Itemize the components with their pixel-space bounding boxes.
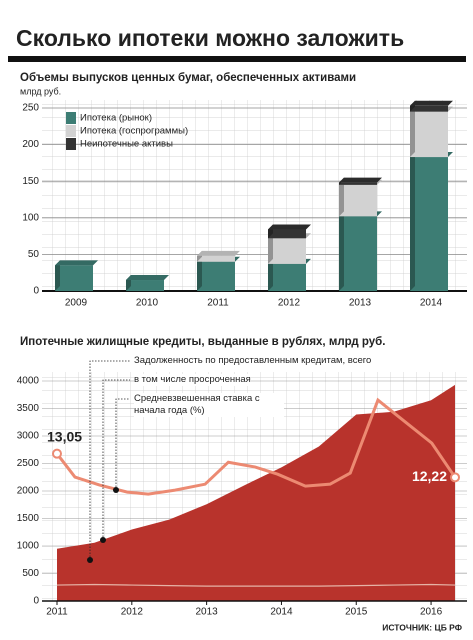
- value-label: 13,05: [47, 428, 82, 444]
- bar-side: [268, 258, 273, 291]
- x-tick-label: 2009: [65, 298, 88, 309]
- bar-front: [410, 105, 448, 112]
- bar-side: [268, 233, 273, 264]
- chart-title: Объемы выпусков ценных бумаг, обеспеченн…: [20, 72, 356, 84]
- chart-title: Ипотечные жилищные кредиты, выданные в р…: [20, 336, 385, 348]
- legend-label: Ипотека (госпрограммы): [80, 126, 188, 137]
- marker: [52, 448, 62, 459]
- legend-entry: Задолженность по предоставленным кредита…: [134, 355, 372, 367]
- leader-dot: [113, 487, 119, 493]
- bar-top: [55, 260, 98, 266]
- bar-side: [339, 211, 344, 291]
- bar-top: [410, 100, 453, 106]
- x-tick-label: 2011: [207, 298, 229, 309]
- value-label: 12,22: [412, 468, 447, 484]
- bar-segment: [410, 106, 453, 158]
- y-tick-label: 250: [22, 103, 39, 114]
- bar-side: [55, 260, 60, 291]
- bar-front: [339, 184, 377, 217]
- bar-segment: [55, 260, 98, 291]
- x-tick-label: 2011: [46, 607, 68, 618]
- leader-line: [102, 379, 130, 540]
- legend-swatch: [66, 138, 76, 150]
- bar-side: [410, 106, 415, 158]
- bar-side: [339, 179, 344, 217]
- bar-side: [410, 152, 415, 291]
- leader-line: [89, 360, 130, 560]
- bar-segment: [126, 275, 169, 291]
- y-tick-label: 50: [28, 249, 40, 260]
- bar-segment: [339, 179, 382, 217]
- bar-top: [268, 224, 311, 230]
- bar-segment: [197, 256, 240, 291]
- x-tick-label: 2013: [196, 607, 219, 618]
- bar-segment: [339, 177, 382, 185]
- y-tick-label: 4000: [17, 376, 40, 387]
- bar-front: [126, 280, 164, 291]
- leader-dot: [100, 537, 106, 543]
- x-tick-label: 2014: [270, 607, 293, 618]
- legend-swatch: [66, 112, 76, 124]
- bar-front: [268, 238, 306, 264]
- page-title: Сколько ипотеки можно заложить: [16, 25, 404, 51]
- x-tick-label: 2010: [136, 298, 159, 309]
- line: [56, 583, 456, 587]
- y-axis-label: млрд руб.: [20, 86, 61, 96]
- bar-front: [268, 263, 306, 291]
- y-tick-label: 200: [22, 139, 39, 150]
- bar-front: [339, 182, 377, 185]
- leader-line: [115, 398, 130, 490]
- legend-entry: в том числе просроченная: [134, 374, 251, 386]
- y-tick-label: 2500: [17, 458, 40, 469]
- bar-front: [268, 229, 306, 239]
- bar-front: [197, 261, 235, 291]
- bar-front: [410, 111, 448, 158]
- marker: [450, 472, 461, 483]
- legend-label: Неипотечные активы: [80, 139, 173, 150]
- chart-2: 0 500 1000 1500 2000 2500 3000 3500 4000 13,05 12,…: [17, 376, 467, 618]
- bar-top: [339, 177, 382, 183]
- y-tick-label: 1000: [17, 541, 40, 552]
- bar-front: [55, 265, 93, 291]
- graph-paper: [42, 100, 467, 291]
- legend-swatch: [66, 125, 76, 137]
- y-tick-label: 3500: [17, 403, 40, 414]
- y-tick-label: 0: [33, 596, 39, 607]
- x-tick-label: 2012: [278, 298, 301, 309]
- leader-dot: [87, 557, 93, 563]
- bar-segment: [339, 211, 382, 291]
- area: [57, 384, 456, 601]
- bar-side: [197, 256, 202, 291]
- y-tick-label: 2000: [17, 486, 40, 497]
- y-tick-label: 0: [33, 286, 39, 297]
- bar-segment: [268, 224, 311, 239]
- title-rule: [8, 56, 466, 62]
- x-tick-label: 2014: [420, 298, 443, 309]
- legend-label: Ипотека (рынок): [80, 113, 152, 124]
- bar-top: [197, 250, 240, 256]
- y-tick-label: 100: [22, 212, 39, 223]
- y-tick-label: 500: [22, 568, 39, 579]
- y-tick-label: 150: [22, 176, 39, 187]
- x-tick-label: 2012: [121, 607, 144, 618]
- bar-top: [126, 275, 169, 281]
- bar-segment: [197, 250, 240, 262]
- x-tick-label: 2016: [420, 607, 443, 618]
- bar-segment: [410, 100, 453, 112]
- chart-1: 0 50 100 150 200 250 2009 2010 2011 2012 2013 2014 И…: [22, 100, 467, 309]
- bar-segment: [410, 152, 453, 291]
- bar-front: [197, 255, 235, 262]
- legend-entry: Средневзвешенная ставка с начала года (%…: [134, 393, 284, 417]
- x-tick-label: 2013: [349, 298, 372, 309]
- leaders: [89, 360, 130, 560]
- source: ИСТОЧНИК: ЦБ РФ: [382, 622, 462, 632]
- y-tick-label: 3000: [17, 431, 40, 442]
- x-tick-label: 2015: [345, 607, 368, 618]
- bar-front: [339, 216, 377, 291]
- bar-front: [410, 157, 448, 291]
- y-tick-label: 1500: [17, 513, 40, 524]
